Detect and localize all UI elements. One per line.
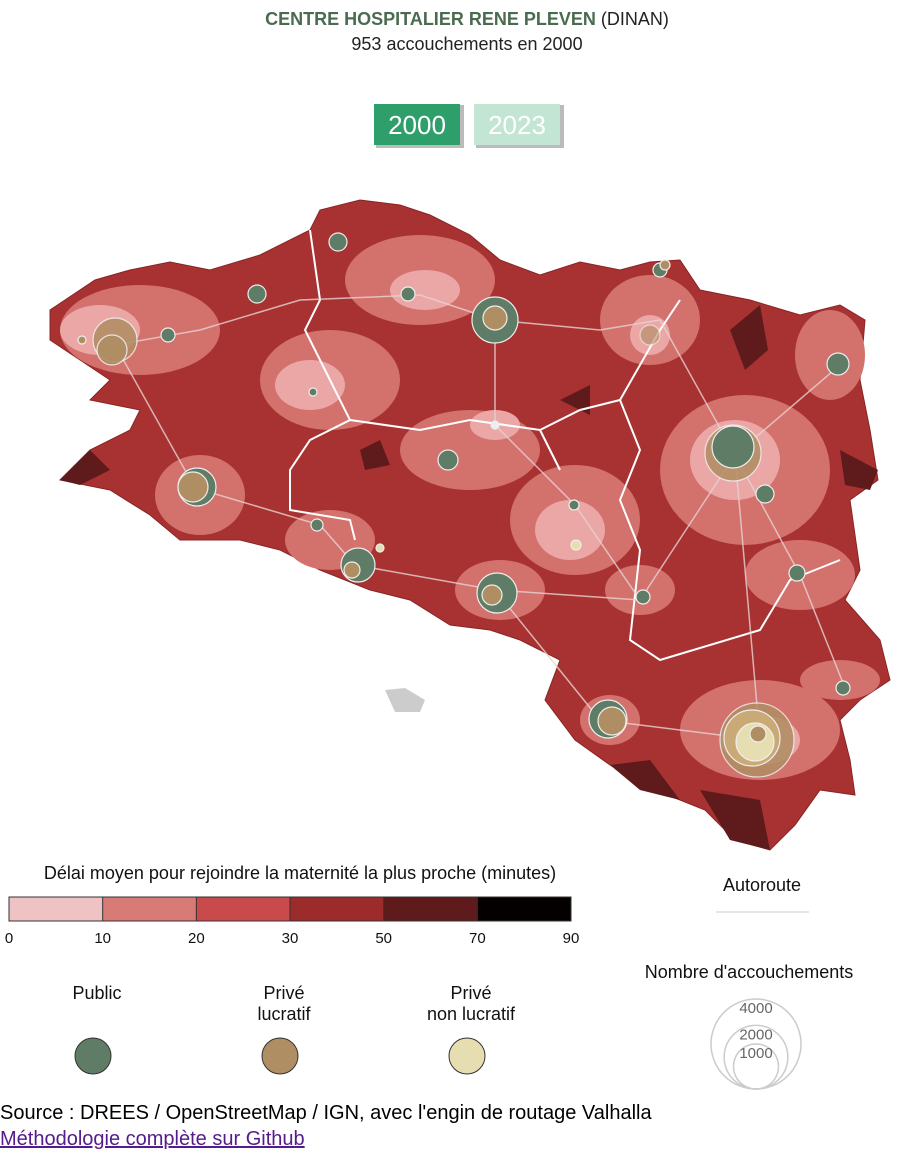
delay-legend-title: Délai moyen pour rejoindre la maternité …	[44, 863, 556, 883]
type-label: Privé	[263, 983, 304, 1003]
size-label: 2000	[739, 1026, 772, 1043]
delay-tick-label: 90	[563, 930, 580, 947]
methodology-link[interactable]: Méthodologie complète sur Github	[0, 1128, 305, 1150]
delay-tick-label: 10	[94, 930, 111, 947]
hospital-name: CENTRE HOSPITALIER RENE PLEVEN	[265, 9, 596, 29]
delay-bin	[477, 897, 571, 921]
maternities	[77, 232, 851, 778]
type-swatch	[74, 1037, 112, 1075]
delay-bin	[102, 897, 197, 921]
size-label: 1000	[739, 1045, 772, 1062]
far-zones	[60, 305, 878, 850]
source: Source : DREES / OpenStreetMap / IGN, av…	[0, 1102, 652, 1124]
delay-tick-label: 20	[188, 930, 205, 947]
delay-bin	[383, 897, 478, 921]
type-label: Public	[72, 983, 121, 1003]
footer: Source : DREES / OpenStreetMap / IGN, av…	[0, 1100, 652, 1152]
map	[49, 199, 891, 851]
size-legend: 4000 2000 1000	[710, 998, 802, 1090]
delay-scale: 0 10 20 30 50 70 90	[5, 896, 580, 947]
subtitle: 953 accouchements en 2000	[351, 34, 582, 54]
type-label: lucratif	[257, 1004, 311, 1024]
year-buttons: 2000 2023	[374, 104, 564, 148]
year-button[interactable]: 2023	[474, 104, 564, 148]
title: CENTRE HOSPITALIER RENE PLEVEN (DINAN)	[265, 9, 669, 29]
year-button-bg	[474, 104, 560, 145]
delay-tick-label: 30	[282, 930, 299, 947]
type-label: non lucratif	[427, 1004, 516, 1024]
roads	[114, 294, 846, 741]
delay-tick-label: 50	[375, 930, 392, 947]
road-legend-label: Autoroute	[723, 875, 801, 895]
region	[49, 199, 891, 851]
delay-tick-label: 70	[469, 930, 486, 947]
year-button-bg	[374, 104, 460, 145]
delay-frame	[8, 896, 572, 922]
size-legend-title: Nombre d'accouchements	[645, 962, 854, 982]
size-label: 4000	[739, 1000, 772, 1017]
size-circle	[732, 1043, 780, 1090]
type-label: Privé	[450, 983, 491, 1003]
hospital-city: (DINAN)	[601, 9, 669, 29]
type-swatch	[448, 1037, 486, 1075]
island	[385, 688, 425, 712]
year-button-label: 2023	[488, 110, 546, 140]
type-swatch	[261, 1037, 299, 1075]
map-view: CENTRE HOSPITALIER RENE PLEVEN (DINAN) 95…	[5, 9, 891, 1090]
delay-bin	[196, 897, 290, 921]
year-button-label: 2000	[388, 110, 446, 140]
delay-bin	[9, 897, 103, 921]
delay-bin	[290, 897, 384, 921]
delay-tick-label: 0	[5, 930, 13, 947]
year-button[interactable]: 2000	[374, 104, 464, 148]
